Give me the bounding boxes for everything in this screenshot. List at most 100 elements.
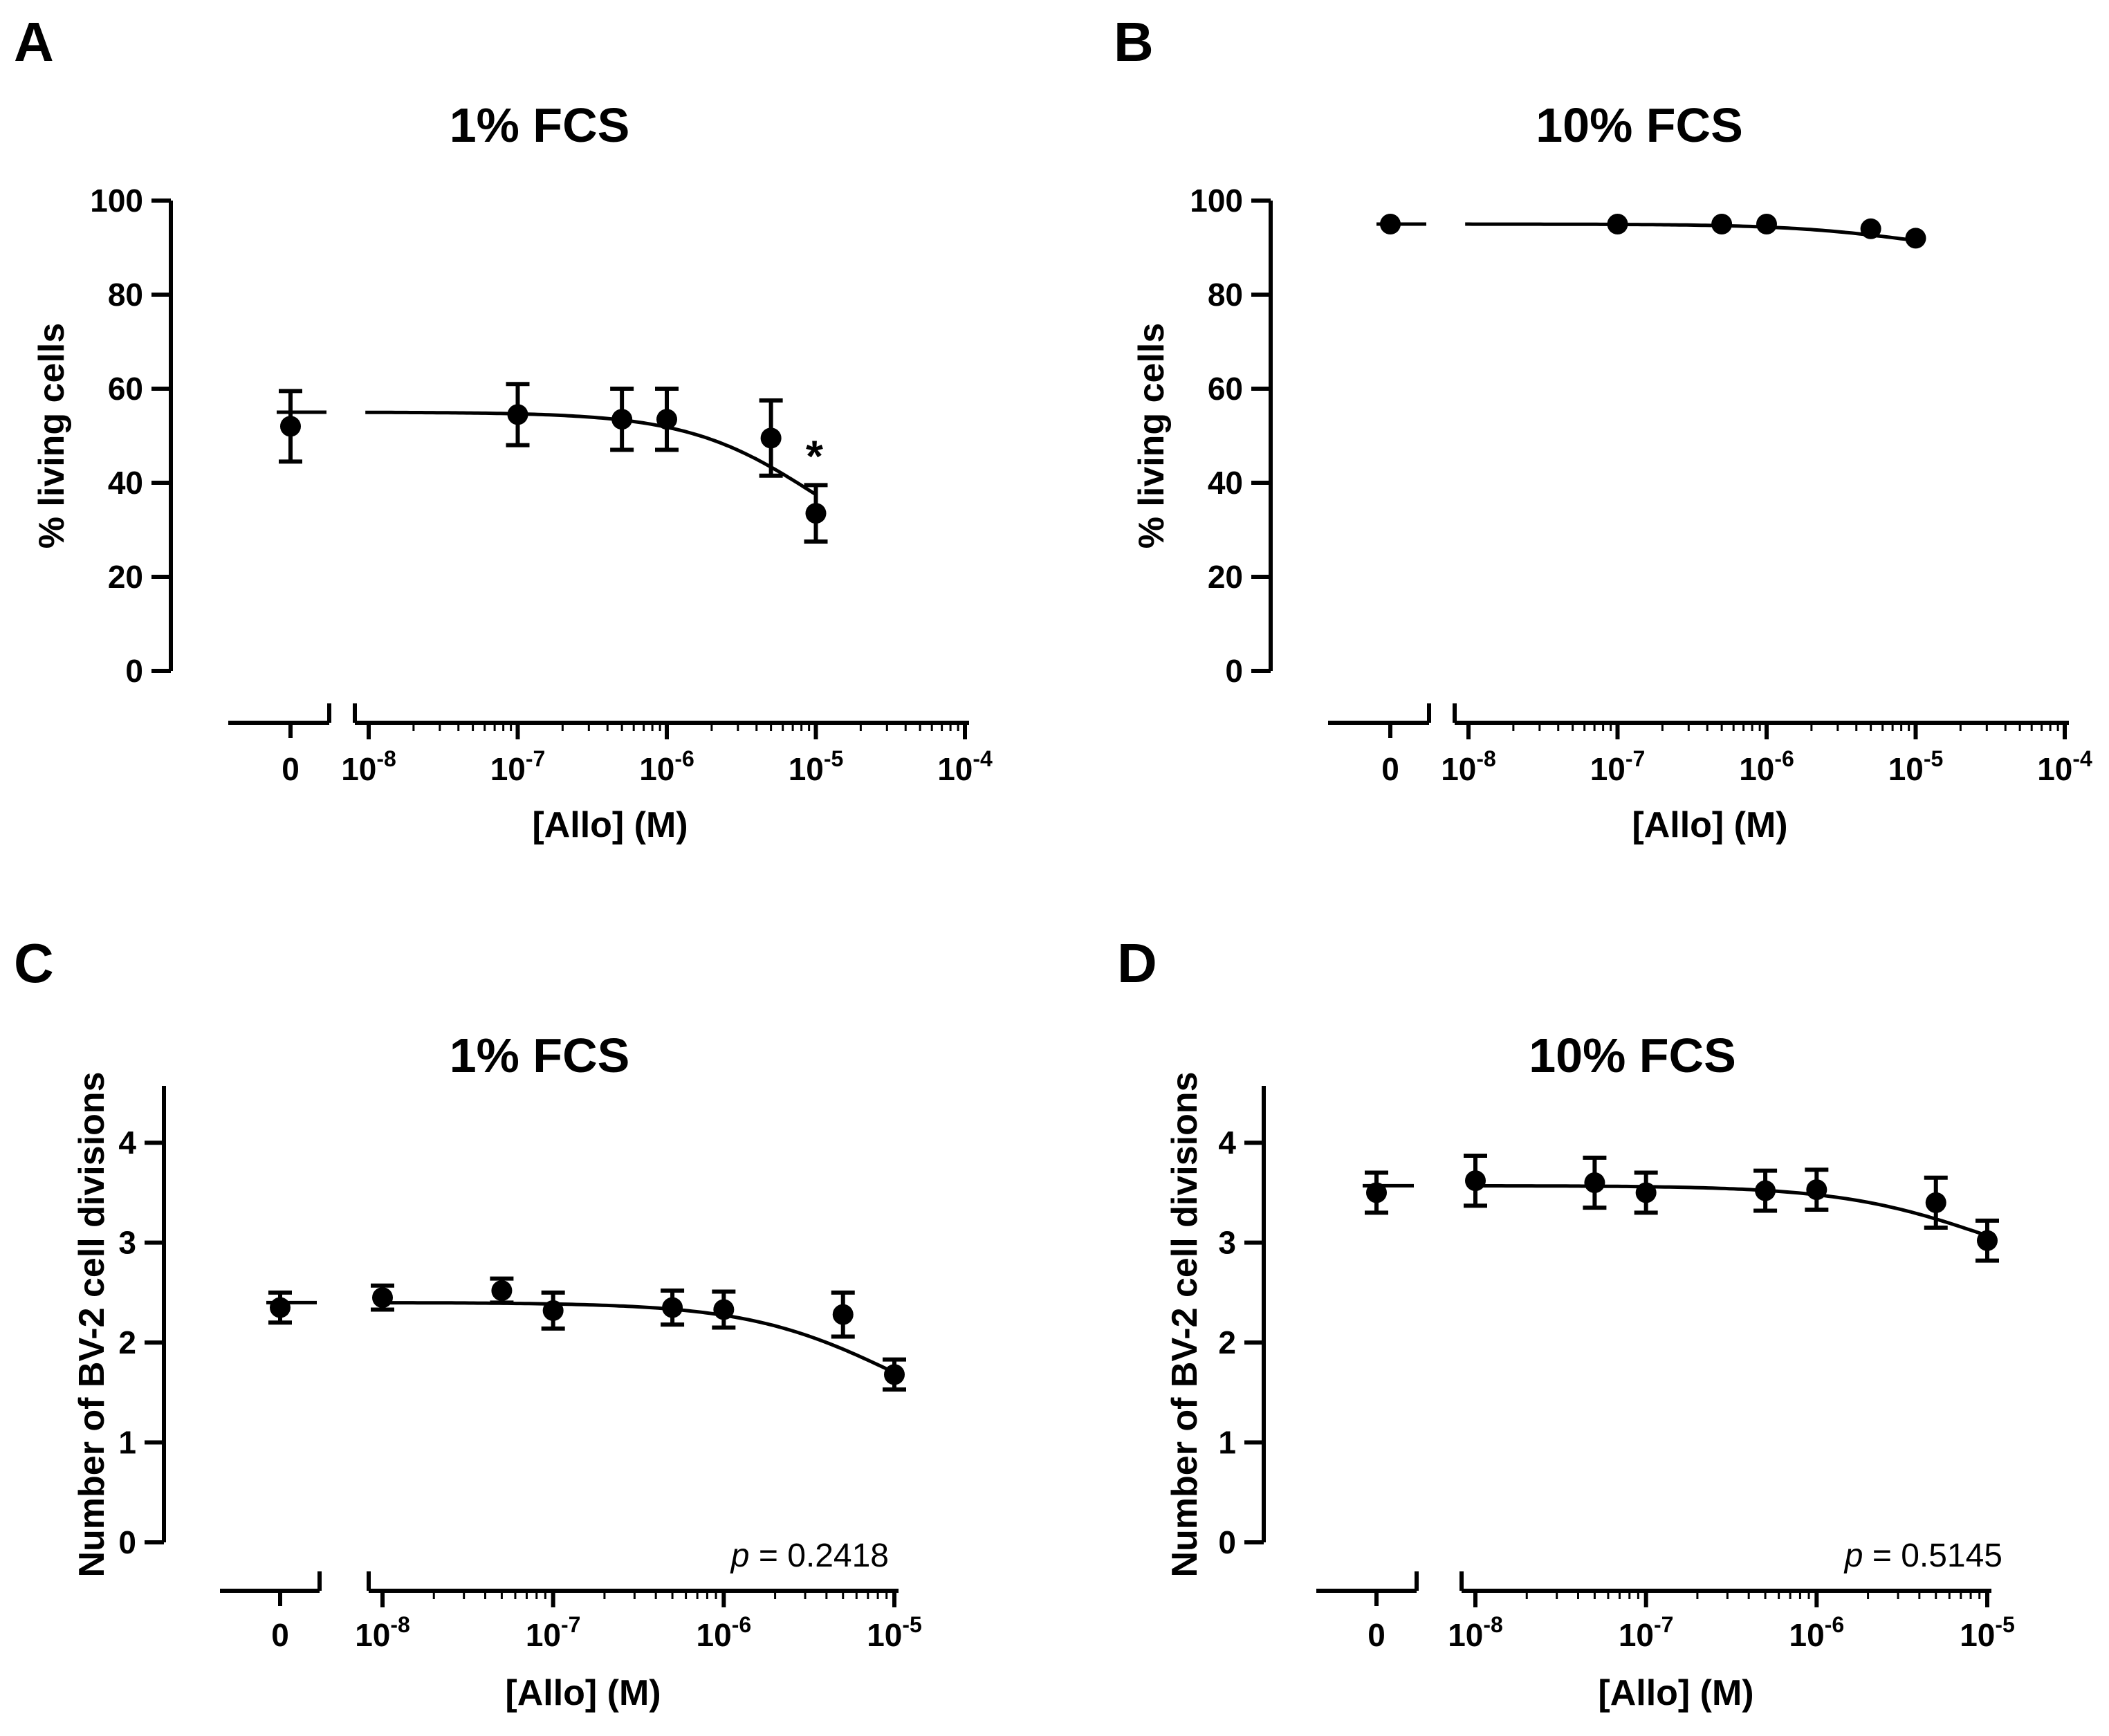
x-axis-label: [Allo] (M) [1598,1673,1753,1713]
x-tick-label: 10-7 [490,746,546,787]
data-point-control [1380,214,1401,234]
x-tick-label: 10-6 [639,746,694,787]
y-tick-label: 20 [1208,559,1243,595]
x-tick-label-control: 0 [271,1617,289,1653]
y-tick-label: 0 [118,1524,136,1560]
y-axis-label: % living cells [32,323,72,549]
data-point [1635,1182,1657,1203]
panel-letter: A [14,11,54,73]
x-tick-label: 10-8 [1441,746,1496,787]
x-tick-label: 10-7 [1619,1612,1674,1653]
y-tick-label: 80 [108,277,143,313]
data-point [713,1299,735,1320]
y-tick-label: 4 [118,1125,136,1161]
chart-title: 10% FCS [1529,1028,1736,1082]
y-tick-label: 0 [1225,653,1243,689]
y-tick-label: 2 [1218,1324,1236,1360]
chart-title: 10% FCS [1536,98,1743,152]
data-point [1607,214,1628,234]
x-tick-label: 10-5 [1960,1612,2015,1653]
x-tick-label: 10-6 [1739,746,1794,787]
chart-panel-d: D 10% FCS 0 1 2 3 4 Number of BV-2 cell divisio… [1117,932,2015,1713]
x-tick-label: 10-8 [341,746,396,787]
data-point [662,1297,683,1318]
p-value-label: p = 0.2418 [730,1538,889,1574]
data-point [1925,1192,1946,1213]
p-value-label: p = 0.5145 [1843,1538,2002,1574]
x-tick-label: 10-4 [2037,746,2092,787]
panel-letter: D [1117,932,1157,994]
data-point [1584,1172,1605,1193]
data-point-control [270,1297,291,1318]
y-tick-label: 0 [125,653,143,689]
data-point [1465,1170,1486,1192]
fit-curve [365,410,817,497]
y-tick-label: 60 [1208,371,1243,407]
x-tick-label: 10-6 [1789,1612,1845,1653]
y-tick-label: 60 [108,371,143,407]
data-point [1905,228,1926,249]
x-tick-label-control: 0 [1367,1617,1385,1653]
x-axis-label: [Allo] (M) [505,1673,661,1713]
x-tick-label: 10-8 [355,1612,410,1653]
data-point [542,1300,564,1321]
fit-curve [378,1301,896,1374]
data-point [760,427,782,449]
data-point [1977,1230,1998,1251]
data-point [1755,1180,1776,1201]
x-tick-label: 10-7 [526,1612,581,1653]
y-axis-label: % living cells [1132,323,1172,549]
data-point [656,409,677,430]
x-tick-label-control: 0 [1381,751,1399,787]
panel-letter: C [14,932,54,994]
data-point [805,503,827,524]
data-point [611,409,633,430]
x-tick-label: 10-4 [937,746,993,787]
panel-letter: B [1114,11,1154,73]
y-tick-label: 1 [1218,1425,1236,1461]
data-point-control [280,416,301,437]
fit-curve [1465,222,1916,243]
y-tick-label: 3 [118,1225,136,1261]
y-tick-label: 40 [1208,465,1243,501]
data-point-control [1366,1182,1387,1203]
data-point [491,1280,513,1301]
data-point [372,1287,393,1309]
data-point [507,404,528,425]
x-axis-label: [Allo] (M) [1632,805,1787,845]
y-tick-label: 3 [1218,1225,1236,1261]
chart-panel-a: A 1% FCS 0 20 40 60 80 100 % living cells 0 10-8 10… [14,11,993,845]
data-point [832,1304,854,1325]
chart-title: 1% FCS [450,1028,630,1082]
y-tick-label: 0 [1218,1524,1236,1560]
y-axis-label: Number of BV-2 cell divisions [1165,1071,1205,1577]
x-tick-label: 10-5 [789,746,844,787]
y-axis-label: Number of BV-2 cell divisions [72,1071,112,1577]
data-point [1806,1179,1827,1201]
x-tick-label: 10-6 [697,1612,752,1653]
chart-title: 1% FCS [450,98,630,152]
chart-panel-b: B 10% FCS 0 20 40 60 80 100 % living cells 0 10-8 1… [1114,11,2092,845]
x-tick-label: 10-5 [867,1612,922,1653]
data-point [1756,214,1777,234]
x-tick-label-control: 0 [282,751,300,787]
data-point [1711,214,1733,234]
y-tick-label: 40 [108,465,143,501]
y-tick-label: 2 [118,1324,136,1360]
fit-curve [1471,1184,1988,1237]
x-tick-label: 10-5 [1888,746,1944,787]
data-point [1860,218,1881,239]
x-axis-label: [Allo] (M) [532,805,688,845]
x-tick-label: 10-7 [1590,746,1646,787]
significance-asterisk: * [806,431,823,481]
y-tick-label: 80 [1208,277,1243,313]
data-point [884,1364,905,1385]
x-tick-label: 10-8 [1448,1612,1503,1653]
y-tick-label: 4 [1218,1125,1236,1161]
y-tick-label: 20 [108,559,143,595]
y-tick-label: 100 [90,183,143,219]
y-tick-label: 1 [118,1425,136,1461]
y-tick-label: 100 [1190,183,1243,219]
